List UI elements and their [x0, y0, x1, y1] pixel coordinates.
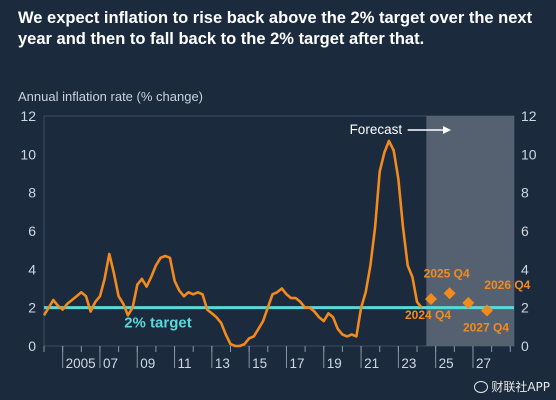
y-axis-label: Annual inflation rate (% change) — [18, 89, 204, 104]
x-tick-label: 23 — [401, 356, 416, 371]
watermark-text: 财联社APP — [491, 380, 550, 394]
y-tick-label-right: 10 — [521, 146, 537, 162]
target-label: 2% target — [124, 315, 192, 332]
x-tick-label: 25 — [439, 356, 454, 371]
x-tick-label: 07 — [103, 356, 118, 371]
x-tick-label: 13 — [215, 356, 230, 371]
projection-label: 2024 Q4 — [405, 308, 451, 322]
projection-point — [425, 293, 438, 306]
x-tick-label: 19 — [327, 356, 342, 371]
forecast-label: Forecast — [350, 122, 403, 137]
x-tick-label: 17 — [289, 356, 304, 371]
x-tick-label: 27 — [476, 356, 491, 371]
y-tick-label-right: 8 — [521, 185, 529, 201]
x-tick-label: 2005 — [66, 356, 96, 371]
y-tick-label-left: 0 — [28, 338, 36, 354]
x-tick-label: 11 — [178, 356, 192, 371]
projection-label: 2027 Q4 — [463, 321, 509, 335]
y-tick-label-right: 0 — [521, 338, 529, 354]
y-tick-label-left: 10 — [20, 146, 36, 162]
watermark: 财联社APP — [474, 378, 550, 395]
x-tick-label: 09 — [140, 356, 155, 371]
y-tick-label-right: 4 — [521, 261, 529, 277]
y-tick-label-right: 12 — [521, 108, 537, 124]
projection-point — [443, 287, 456, 300]
forecast-arrow-head — [442, 126, 451, 134]
chart-title: We expect inflation to rise back above t… — [18, 9, 533, 48]
y-tick-label-left: 4 — [28, 261, 36, 277]
projection-point — [480, 304, 493, 317]
projection-point — [462, 296, 475, 309]
y-tick-label-left: 12 — [20, 108, 36, 124]
projection-label: 2026 Q4 — [484, 278, 530, 292]
y-tick-label-left: 2 — [28, 300, 36, 316]
inflation-series-line — [42, 139, 423, 348]
y-tick-label-left: 6 — [28, 223, 36, 239]
x-tick-label: 15 — [252, 356, 267, 371]
y-tick-label-right: 6 — [521, 223, 529, 239]
projection-label: 2025 Q4 — [424, 266, 470, 280]
y-tick-label-right: 2 — [521, 300, 529, 316]
weibo-icon — [474, 380, 489, 393]
x-tick-label: 21 — [364, 356, 379, 371]
y-tick-label-left: 8 — [28, 185, 36, 201]
